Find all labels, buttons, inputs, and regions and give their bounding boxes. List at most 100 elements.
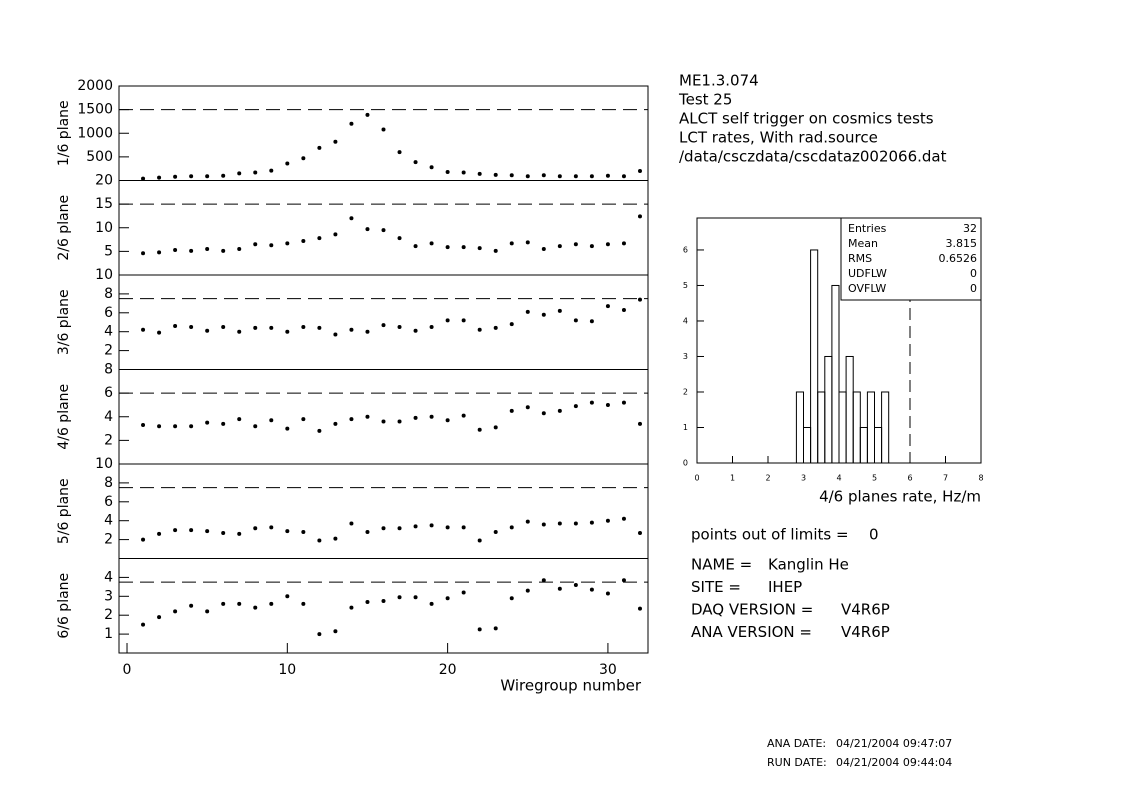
point	[589, 244, 594, 249]
point	[253, 242, 258, 247]
point	[477, 171, 482, 176]
point	[381, 419, 386, 424]
point	[477, 627, 482, 632]
hist-bar	[859, 426, 868, 464]
x-tick-label: 5	[872, 474, 877, 483]
point	[237, 247, 242, 252]
point	[477, 538, 482, 543]
point	[621, 174, 626, 179]
point	[205, 529, 210, 534]
point	[317, 428, 322, 433]
point	[157, 424, 162, 429]
y-axis-label: 6/6 plane	[56, 573, 72, 639]
point	[493, 530, 498, 535]
point	[637, 169, 642, 174]
hist-bar	[881, 391, 890, 464]
point	[381, 228, 386, 233]
point	[237, 329, 242, 334]
point	[333, 536, 338, 541]
point	[301, 324, 306, 329]
info-value: IHEP	[768, 578, 802, 596]
point	[621, 516, 626, 521]
point	[157, 250, 162, 255]
point	[253, 325, 258, 330]
header-line: Test 25	[678, 91, 732, 109]
y-tick-label: 5	[683, 281, 688, 290]
point	[557, 521, 562, 526]
hist-bar	[817, 391, 826, 464]
y-tick-label: 15	[95, 196, 113, 212]
hist-bar	[866, 391, 876, 464]
y-tick-label: 2	[683, 387, 688, 396]
point	[173, 174, 178, 179]
y-tick-label: 10	[95, 267, 113, 283]
point	[413, 415, 418, 420]
point	[605, 304, 610, 309]
point	[381, 127, 386, 132]
x-tick-label: 2	[765, 474, 770, 483]
x-axis-label: 4/6 planes rate, Hz/m	[819, 488, 981, 506]
point	[397, 595, 402, 600]
y-tick-label: 6	[104, 494, 113, 510]
y-tick-label: 2	[104, 607, 113, 623]
y-tick-label: 5	[104, 243, 113, 259]
point	[205, 609, 210, 614]
point	[221, 173, 226, 178]
point	[573, 404, 578, 409]
point	[509, 241, 514, 246]
point	[637, 421, 642, 426]
point	[269, 418, 274, 423]
point	[557, 244, 562, 249]
point	[349, 216, 354, 221]
stats-label: RMS	[848, 252, 872, 265]
hist-bar	[810, 249, 819, 464]
point	[621, 400, 626, 405]
point	[317, 538, 322, 543]
point	[381, 599, 386, 604]
plot-frame	[118, 558, 649, 654]
point	[333, 332, 338, 337]
point	[349, 327, 354, 332]
point	[189, 528, 194, 533]
point	[637, 606, 642, 611]
point	[237, 417, 242, 422]
point	[397, 324, 402, 329]
point	[301, 417, 306, 422]
point	[221, 601, 226, 606]
point	[509, 322, 514, 327]
stats-value: 0	[970, 282, 977, 295]
point	[525, 174, 530, 179]
hist-bar	[874, 426, 883, 464]
point	[141, 622, 146, 627]
point	[557, 408, 562, 413]
point	[525, 240, 530, 245]
y-tick-label: 1	[683, 423, 688, 432]
point	[541, 411, 546, 416]
point	[237, 531, 242, 536]
point	[365, 414, 370, 419]
point	[253, 605, 258, 610]
y-tick-label: 500	[86, 149, 113, 165]
point	[573, 242, 578, 247]
limits-value: 0	[869, 526, 879, 544]
point	[285, 161, 290, 166]
point	[365, 530, 370, 535]
point	[637, 530, 642, 535]
hist-bar	[852, 391, 861, 464]
x-axis-label: Wiregroup number	[500, 677, 641, 695]
point	[445, 418, 450, 423]
point	[237, 171, 242, 176]
point	[397, 236, 402, 241]
point	[605, 591, 610, 596]
header-line: ALCT self trigger on cosmics tests	[679, 110, 934, 128]
point	[573, 582, 578, 587]
point	[413, 328, 418, 333]
point	[509, 525, 514, 530]
point	[429, 523, 434, 528]
stats-value: 3.815	[946, 237, 978, 250]
x-tick-label: 30	[599, 662, 617, 678]
point	[573, 318, 578, 323]
point	[189, 174, 194, 179]
point	[541, 312, 546, 317]
